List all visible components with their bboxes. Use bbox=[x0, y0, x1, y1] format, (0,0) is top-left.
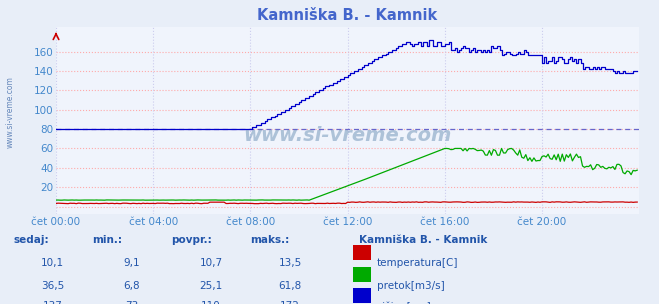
Text: 13,5: 13,5 bbox=[278, 258, 302, 268]
Text: sedaj:: sedaj: bbox=[13, 235, 49, 245]
Text: 110: 110 bbox=[201, 302, 221, 304]
Text: 25,1: 25,1 bbox=[199, 281, 223, 291]
Text: 10,7: 10,7 bbox=[199, 258, 223, 268]
Text: Kamniška B. - Kamnik: Kamniška B. - Kamnik bbox=[359, 235, 488, 245]
Text: min.:: min.: bbox=[92, 235, 123, 245]
Text: 73: 73 bbox=[125, 302, 138, 304]
Title: Kamniška B. - Kamnik: Kamniška B. - Kamnik bbox=[258, 9, 438, 23]
Text: 10,1: 10,1 bbox=[41, 258, 65, 268]
Text: 172: 172 bbox=[280, 302, 300, 304]
Text: pretok[m3/s]: pretok[m3/s] bbox=[377, 281, 445, 291]
Bar bbox=[353, 267, 371, 282]
Text: 36,5: 36,5 bbox=[41, 281, 65, 291]
Text: www.si-vreme.com: www.si-vreme.com bbox=[5, 77, 14, 148]
Text: povpr.:: povpr.: bbox=[171, 235, 212, 245]
Text: 9,1: 9,1 bbox=[123, 258, 140, 268]
Bar bbox=[353, 288, 371, 303]
Text: maks.:: maks.: bbox=[250, 235, 290, 245]
Text: 6,8: 6,8 bbox=[123, 281, 140, 291]
Text: višina[cm]: višina[cm] bbox=[377, 302, 432, 304]
Text: www.si-vreme.com: www.si-vreme.com bbox=[243, 126, 452, 145]
Text: 61,8: 61,8 bbox=[278, 281, 302, 291]
Text: 137: 137 bbox=[43, 302, 63, 304]
Bar bbox=[353, 245, 371, 260]
Text: temperatura[C]: temperatura[C] bbox=[377, 258, 459, 268]
